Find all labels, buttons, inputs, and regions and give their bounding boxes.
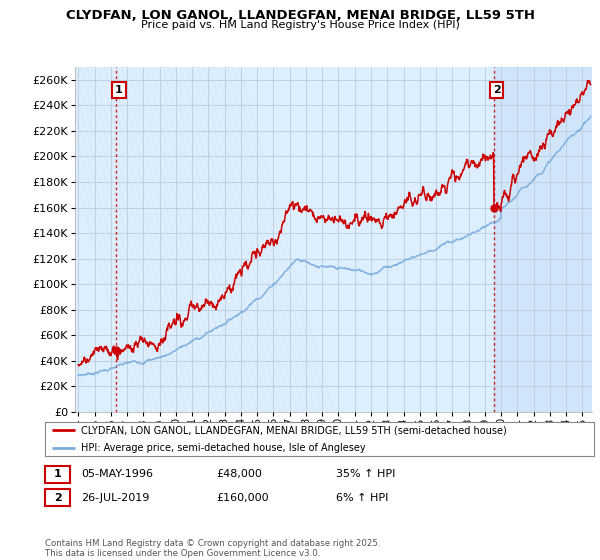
Text: CLYDFAN, LON GANOL, LLANDEGFAN, MENAI BRIDGE, LL59 5TH: CLYDFAN, LON GANOL, LLANDEGFAN, MENAI BR… [65,9,535,22]
Text: 2: 2 [54,493,61,503]
Text: 6% ↑ HPI: 6% ↑ HPI [336,493,388,503]
Text: 35% ↑ HPI: 35% ↑ HPI [336,469,395,479]
Text: 2: 2 [493,85,500,95]
Text: £48,000: £48,000 [216,469,262,479]
Bar [494,67,595,412]
Text: £160,000: £160,000 [216,493,269,503]
Text: 26-JUL-2019: 26-JUL-2019 [81,493,149,503]
Text: CLYDFAN, LON GANOL, LLANDEGFAN, MENAI BRIDGE, LL59 5TH (semi-detached house): CLYDFAN, LON GANOL, LLANDEGFAN, MENAI BR… [80,426,506,435]
Text: 1: 1 [115,85,123,95]
Text: HPI: Average price, semi-detached house, Isle of Anglesey: HPI: Average price, semi-detached house,… [80,443,365,452]
Text: 1: 1 [54,469,61,479]
Text: Contains HM Land Registry data © Crown copyright and database right 2025.
This d: Contains HM Land Registry data © Crown c… [45,539,380,558]
Text: Price paid vs. HM Land Registry's House Price Index (HPI): Price paid vs. HM Land Registry's House … [140,20,460,30]
Text: 05-MAY-1996: 05-MAY-1996 [81,469,153,479]
